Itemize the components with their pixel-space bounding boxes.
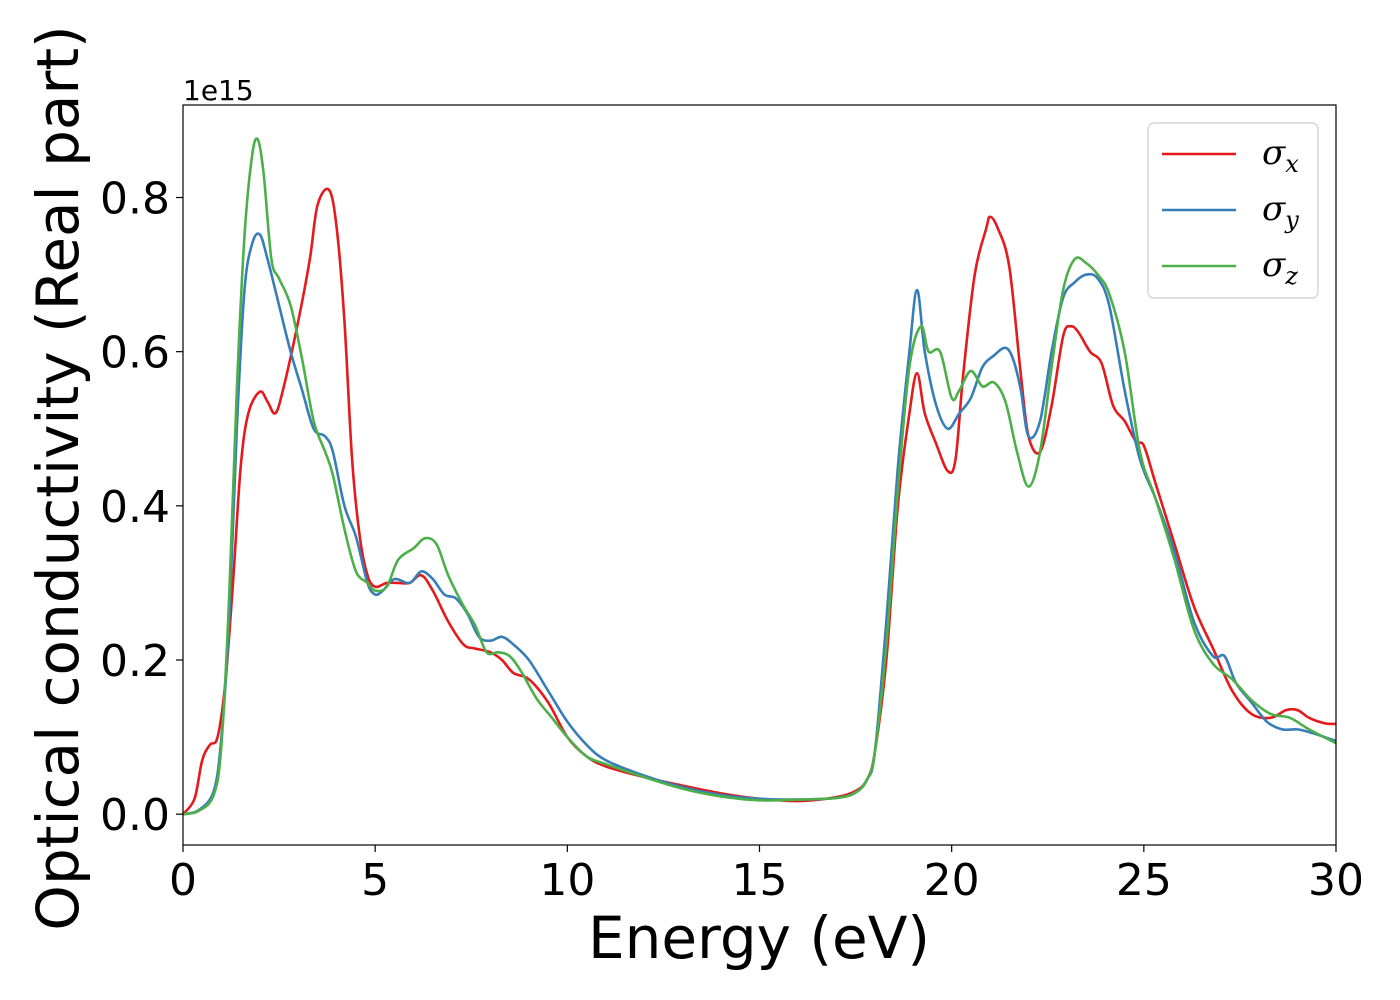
- x-tick-label: 15: [732, 855, 788, 906]
- legend-label-y: σy: [1262, 189, 1299, 234]
- y-axis-ticks: 0.0 0.2 0.4 0.6 0.8: [100, 174, 183, 841]
- x-tick-label: 0: [169, 855, 197, 906]
- y-tick-label: 0.6: [100, 328, 170, 379]
- y-tick-label: 0.2: [100, 636, 170, 687]
- y-tick-label: 0.4: [100, 482, 170, 533]
- y-tick-label: 0.0: [100, 790, 170, 841]
- y-tick-label: 0.8: [100, 174, 170, 225]
- series-line-z: [183, 137, 1336, 816]
- x-tick-label: 10: [539, 855, 595, 906]
- legend-label-x: σx: [1262, 133, 1299, 178]
- x-tick-label: 20: [924, 855, 980, 906]
- y-offset-label: 1e15: [183, 74, 254, 107]
- x-tick-label: 25: [1116, 855, 1172, 906]
- x-axis-ticks: 0 5 10 15 20 25 30: [169, 845, 1364, 906]
- series-layer: [183, 137, 1336, 816]
- x-axis-title: Energy (eV): [588, 904, 930, 972]
- y-axis-title: Optical conductivity (Real part): [24, 25, 92, 930]
- plot-area: [183, 105, 1336, 845]
- x-tick-label: 30: [1308, 855, 1364, 906]
- legend: σx σy σz: [1147, 122, 1319, 299]
- x-tick-label: 5: [361, 855, 389, 906]
- legend-label-z: σz: [1262, 245, 1298, 290]
